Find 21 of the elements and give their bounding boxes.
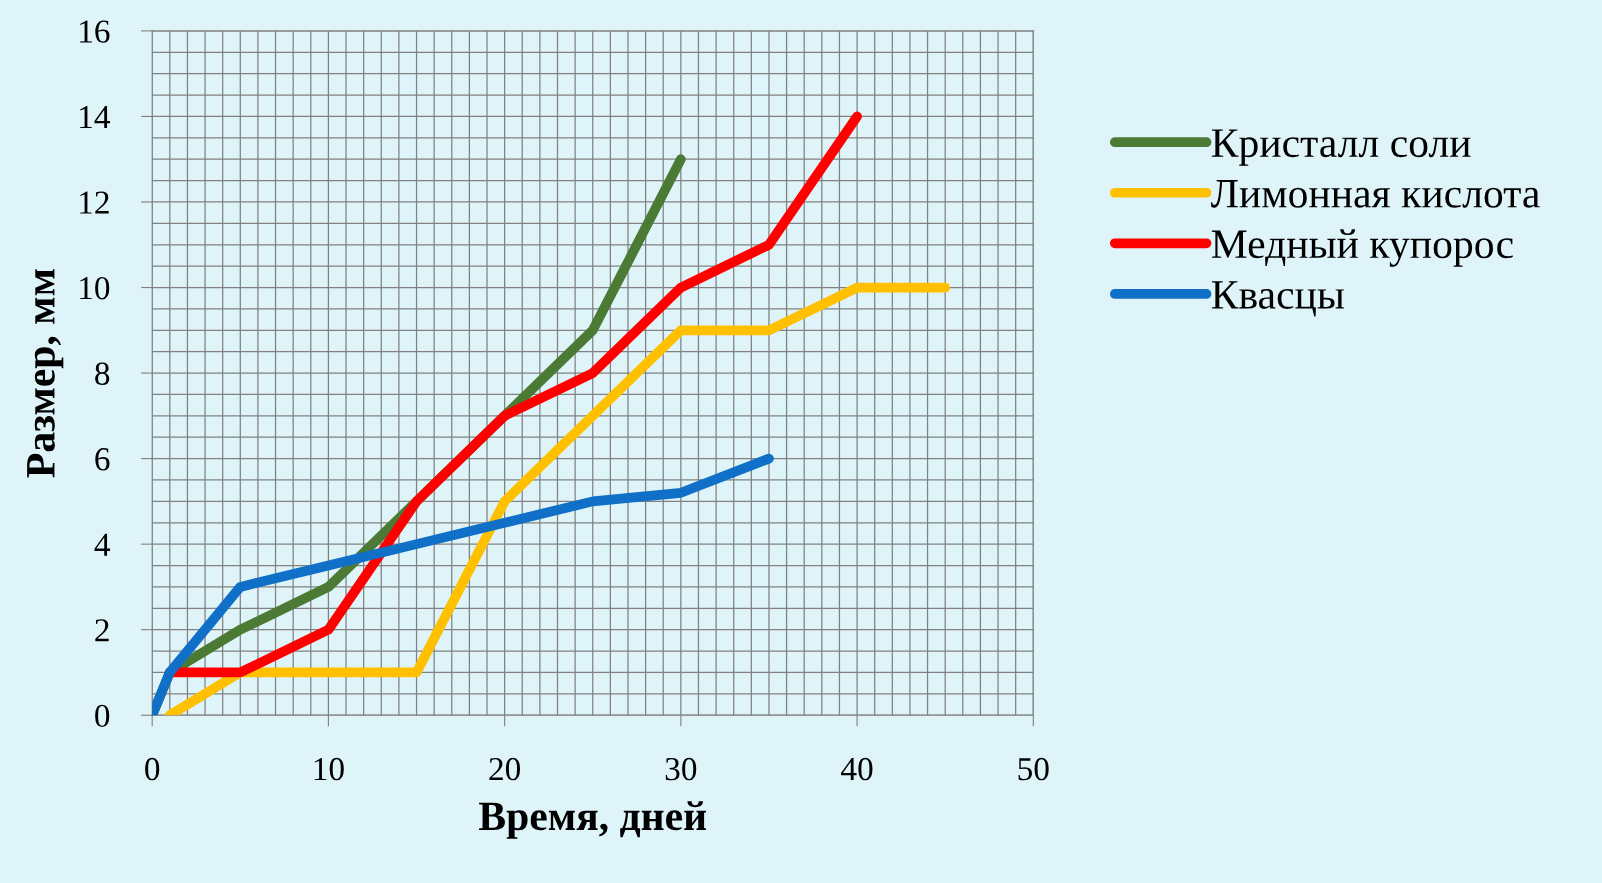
y-tick-label: 16 [80, 20, 110, 43]
y-tick-label: 6 [95, 448, 110, 471]
y-tick-label: 10 [80, 276, 110, 300]
legend-label: Квасцы [1211, 281, 1344, 317]
legend-label: Кристалл соли [1211, 129, 1471, 166]
x-tick-label: 0 [145, 757, 160, 781]
legend-label: Медный купорос [1211, 229, 1513, 267]
legend-label: Лимонная кислота [1211, 180, 1540, 208]
y-axis-title: Размер, мм [27, 269, 64, 478]
y-tick-label: 4 [94, 533, 110, 556]
x-tick-label: 30 [665, 757, 697, 781]
y-tick-label: 0 [95, 704, 110, 728]
y-tick-label: 14 [80, 106, 110, 129]
x-tick-label: 10 [314, 757, 344, 781]
y-tick-label: 12 [80, 191, 109, 214]
x-tick-label: 20 [489, 757, 521, 781]
x-axis-title: Время, дней [479, 801, 707, 839]
y-tick-label: 8 [95, 362, 110, 385]
x-tick-label: 40 [841, 757, 873, 781]
y-tick-label: 2 [95, 619, 109, 642]
x-tick-label: 50 [1018, 757, 1049, 781]
